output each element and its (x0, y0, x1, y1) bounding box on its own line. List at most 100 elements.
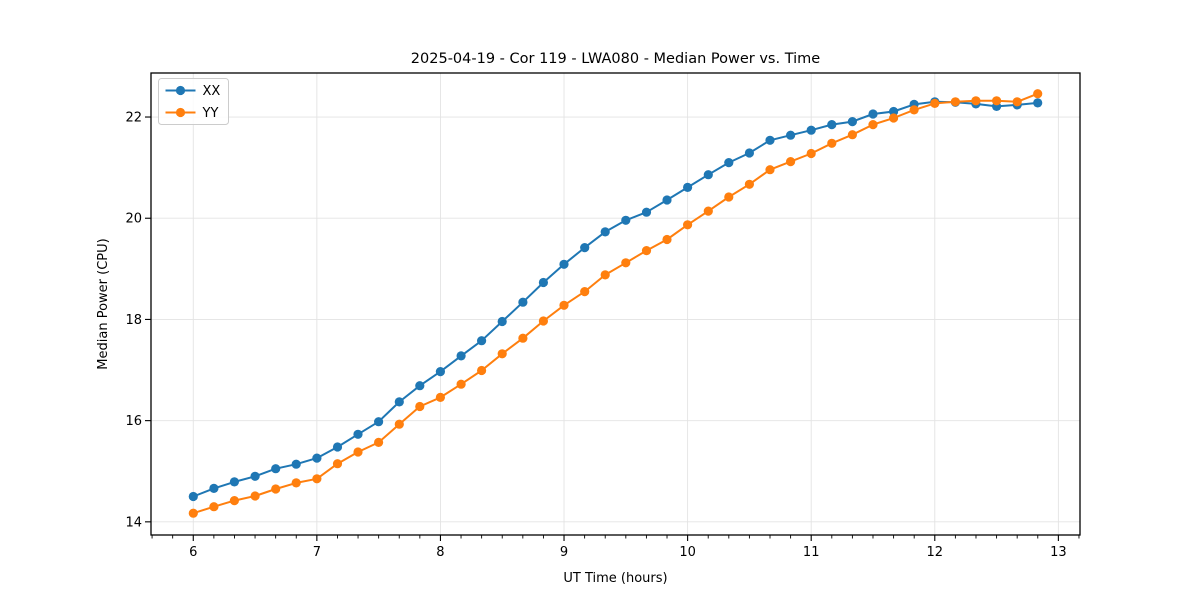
data-point (559, 300, 569, 310)
x-tick-label: 13 (1050, 545, 1067, 560)
data-point (497, 349, 507, 359)
x-axis-label: UT Time (hours) (563, 571, 667, 586)
data-point (868, 109, 878, 119)
x-tick-label: 11 (803, 545, 820, 560)
tick-labels: 6 7 8 9 10 11 12 13 14 16 18 20 22 (125, 111, 1066, 560)
data-point (992, 96, 1002, 106)
data-point (250, 491, 260, 501)
data-point (971, 96, 981, 106)
x-tick-label: 12 (927, 545, 944, 560)
data-point (209, 483, 219, 493)
data-point (394, 397, 404, 407)
data-point (250, 471, 260, 481)
data-point (827, 138, 837, 148)
data-point (374, 437, 384, 447)
data-point (600, 227, 610, 237)
data-point (394, 419, 404, 429)
data-point (600, 270, 610, 280)
data-point (580, 287, 590, 297)
data-point (477, 365, 487, 376)
data-point (435, 392, 445, 402)
data-point (889, 113, 899, 123)
data-point (744, 148, 755, 158)
data-point (435, 367, 445, 377)
legend-marker-sample (175, 85, 186, 96)
data-point (662, 234, 672, 245)
data-point (312, 453, 322, 463)
data-point (683, 182, 693, 192)
legend-label: XX (203, 84, 221, 99)
data-point (1012, 97, 1022, 107)
y-tick-label: 14 (125, 515, 142, 530)
data-point (497, 316, 507, 327)
data-point (641, 207, 652, 217)
data-point (724, 158, 734, 168)
x-tick-label: 6 (189, 545, 197, 560)
y-axis-label: Median Power (CPU) (96, 238, 111, 369)
data-point (1033, 89, 1043, 99)
data-point (765, 165, 775, 175)
data-point (188, 508, 198, 518)
data-point (456, 379, 466, 389)
data-point (703, 206, 713, 216)
data-point (229, 477, 239, 487)
data-point (909, 105, 919, 115)
data-point (580, 243, 590, 253)
series-yy (188, 89, 1043, 518)
x-tick-label: 8 (436, 545, 444, 560)
data-point (827, 120, 837, 130)
data-point (621, 215, 631, 225)
data-point (786, 130, 796, 140)
y-tick-label: 20 (125, 212, 142, 227)
data-point (724, 192, 734, 202)
data-point (786, 157, 796, 167)
gridlines (151, 73, 1080, 535)
data-point (188, 491, 198, 502)
legend-label: YY (202, 106, 219, 121)
data-point (683, 220, 693, 230)
data-point (621, 258, 631, 268)
data-point (538, 316, 549, 326)
data-point (950, 97, 961, 107)
data-point (930, 98, 940, 108)
data-point (847, 130, 858, 140)
data-point (641, 246, 652, 256)
legend: XX YY (158, 78, 229, 125)
data-point (765, 135, 775, 145)
y-tick-label: 18 (125, 313, 142, 328)
data-point (209, 502, 219, 512)
data-point (332, 442, 343, 452)
data-point (1033, 98, 1043, 108)
data-point (332, 459, 343, 469)
series-group (188, 89, 1043, 518)
data-point (415, 381, 425, 391)
data-point (868, 120, 878, 130)
chart-title: 2025-04-19 - Cor 119 - LWA080 - Median P… (411, 51, 820, 67)
x-tick-label: 9 (560, 545, 568, 560)
data-point (415, 401, 425, 412)
data-point (744, 179, 755, 189)
legend-marker-sample (175, 107, 186, 118)
data-point (518, 333, 528, 343)
data-point (229, 496, 239, 506)
data-point (518, 297, 528, 307)
data-point (538, 277, 549, 288)
data-point (312, 474, 322, 484)
data-point (703, 170, 713, 180)
data-point (477, 336, 487, 346)
y-tick-label: 22 (125, 111, 142, 126)
data-point (291, 459, 301, 469)
data-point (291, 478, 301, 488)
data-point (456, 351, 466, 361)
axes-border (150, 72, 1081, 536)
data-point (353, 429, 363, 439)
data-point (806, 125, 816, 135)
data-point (806, 148, 816, 159)
data-point (662, 195, 672, 205)
data-point (374, 417, 384, 427)
data-point (847, 117, 858, 127)
data-point (271, 484, 281, 494)
data-point (271, 464, 281, 474)
